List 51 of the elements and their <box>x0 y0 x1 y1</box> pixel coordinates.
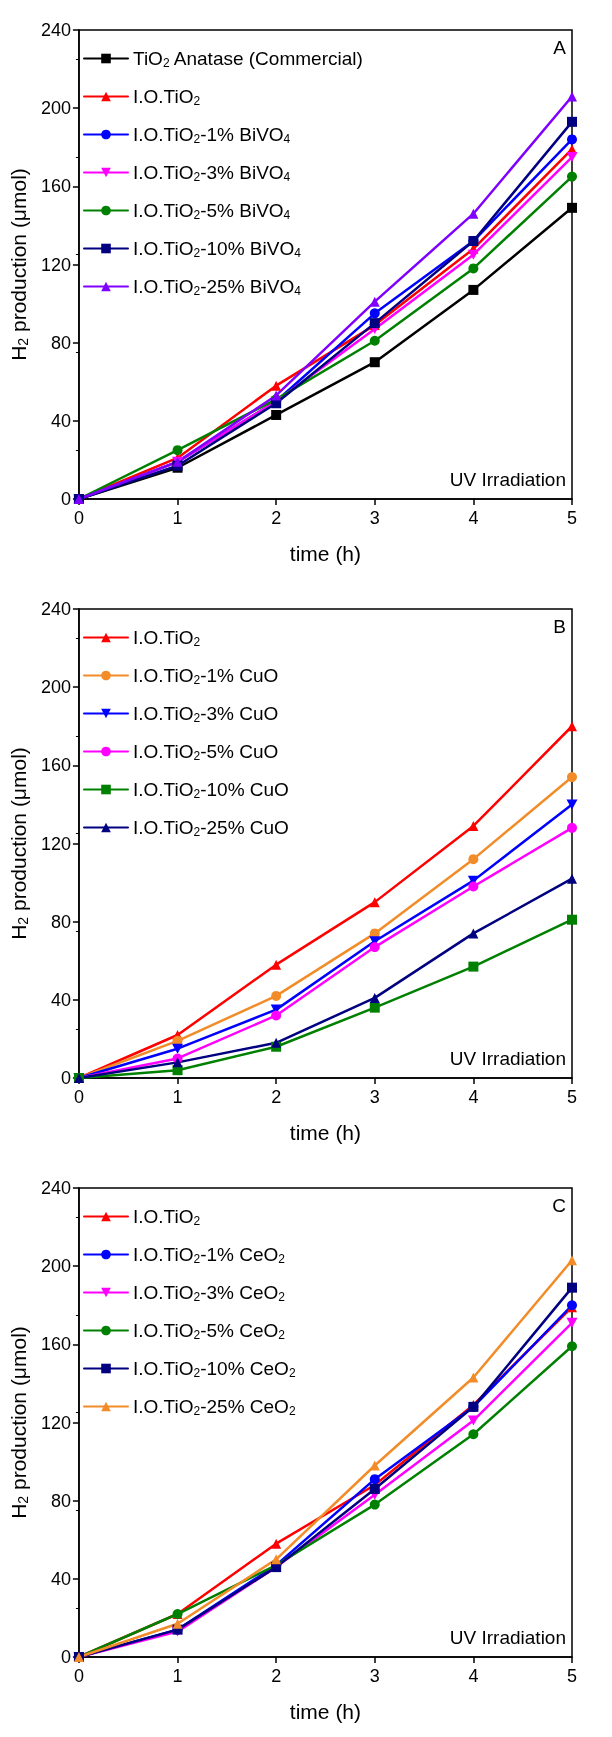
y-tick-label: 200 <box>40 98 71 119</box>
x-axis-title: time (h) <box>289 542 362 565</box>
x-tick-label: 2 <box>271 508 282 528</box>
y-tick-label: 120 <box>40 833 71 854</box>
x-tick-label: 3 <box>369 1666 380 1686</box>
annotation: UV Irradiation <box>449 1048 567 1069</box>
x-tick-label: 1 <box>172 1666 183 1686</box>
x-tick-label: 0 <box>73 508 84 528</box>
y-tick-label: 240 <box>40 20 71 40</box>
x-tick-label: 3 <box>369 508 380 528</box>
y-tick-label: 160 <box>40 176 71 197</box>
y-tick-label: 200 <box>40 1256 71 1277</box>
annotation: UV Irradiation <box>449 1627 567 1648</box>
y-tick-label: 120 <box>40 254 71 275</box>
y-tick-label: 40 <box>50 1568 71 1589</box>
x-tick-label: 4 <box>468 508 479 528</box>
x-tick-label: 5 <box>566 1087 578 1107</box>
y-tick-label: 0 <box>60 1068 71 1088</box>
annotation: UV Irradiation <box>449 469 567 490</box>
x-tick-label: 4 <box>468 1087 479 1107</box>
y-tick-label: 240 <box>40 1178 71 1198</box>
x-tick-label: 5 <box>566 1666 578 1686</box>
x-axis-title: time (h) <box>289 1121 362 1144</box>
y-tick-label: 80 <box>50 332 71 353</box>
x-tick-label: 4 <box>468 1666 479 1686</box>
y-tick-label: 0 <box>60 1647 71 1667</box>
x-tick-label: 2 <box>271 1666 282 1686</box>
y-tick-label: 40 <box>50 989 71 1010</box>
x-axis-title: time (h) <box>289 1700 362 1723</box>
x-tick-label: 0 <box>73 1087 84 1107</box>
y-tick-label: 80 <box>50 1490 71 1511</box>
annotation: A <box>553 37 567 58</box>
y-tick-label: 240 <box>40 599 71 619</box>
y-tick-label: 80 <box>50 911 71 932</box>
y-tick-label: 0 <box>60 489 71 509</box>
annotation: B <box>553 616 567 637</box>
x-tick-label: 1 <box>172 1087 183 1107</box>
x-tick-label: 1 <box>172 508 183 528</box>
y-axis-title: H2 production (μmol) <box>7 747 31 940</box>
y-axis-title: H2 production (μmol) <box>7 1326 31 1519</box>
annotation: C <box>552 1195 567 1216</box>
x-tick-label: 0 <box>73 1666 84 1686</box>
y-tick-label: 120 <box>40 1412 71 1433</box>
y-tick-label: 160 <box>40 1334 71 1355</box>
x-tick-label: 3 <box>369 1087 380 1107</box>
y-axis-title: H2 production (μmol) <box>7 168 31 361</box>
y-tick-label: 160 <box>40 755 71 776</box>
x-tick-label: 5 <box>566 508 578 528</box>
y-tick-label: 40 <box>50 410 71 431</box>
x-tick-label: 2 <box>271 1087 282 1107</box>
y-tick-label: 200 <box>40 677 71 698</box>
